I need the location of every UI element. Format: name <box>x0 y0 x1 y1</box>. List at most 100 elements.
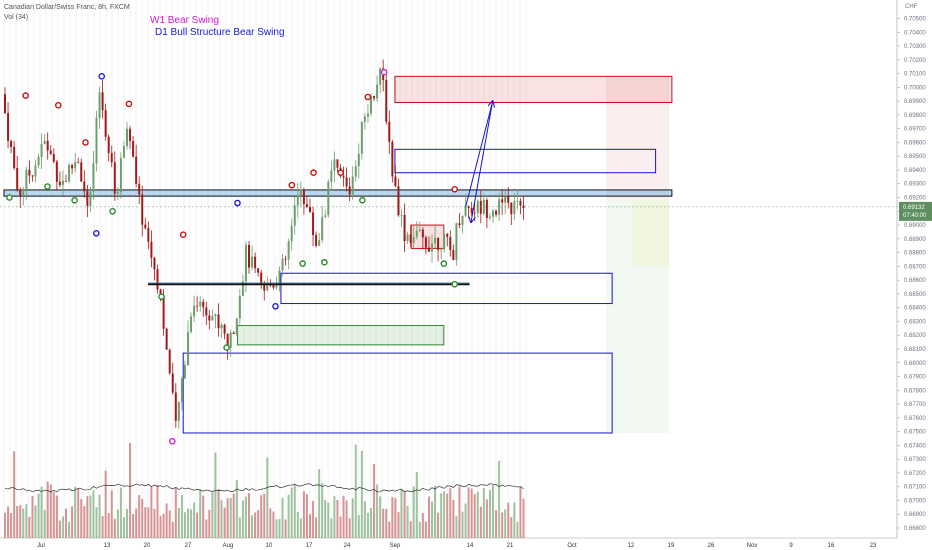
volume-bar <box>214 452 217 538</box>
volume-bar <box>284 519 287 538</box>
volume-bar <box>406 505 409 538</box>
volume-bar <box>77 488 80 538</box>
projection-arrow-0 <box>465 101 493 208</box>
price-tick-label: 0.67700 <box>904 402 926 408</box>
volume-bar <box>522 498 525 538</box>
volume-bar <box>498 460 501 538</box>
price-tick-label: 0.70400 <box>904 30 926 36</box>
candle-body <box>122 146 125 158</box>
swing-marker-high-magenta <box>380 68 388 76</box>
swing-marker-low-magenta <box>169 437 176 445</box>
volume-bar <box>116 509 119 538</box>
volume-bar <box>19 505 22 538</box>
candle-body <box>318 240 321 246</box>
candle-body <box>190 316 193 333</box>
candle-body <box>309 206 311 213</box>
swing-marker-low-green <box>440 260 448 267</box>
position-shade-yellow <box>632 200 669 267</box>
volume-bar <box>434 485 437 538</box>
vertical-gridlines <box>3 0 527 538</box>
candle-body <box>95 117 98 164</box>
volume-bar <box>449 488 452 538</box>
volume-bar <box>488 489 491 538</box>
volume-bar <box>177 507 180 538</box>
candle-body <box>58 181 61 186</box>
volume-bar <box>244 496 247 538</box>
volume-bar <box>391 497 394 538</box>
volume-bar <box>299 518 302 538</box>
candle-body <box>214 314 217 317</box>
volume-bar <box>98 494 101 538</box>
volume-bar <box>147 507 150 538</box>
volume-bar <box>180 495 183 538</box>
volume-bar <box>46 481 49 538</box>
candle-body <box>403 214 406 242</box>
volume-bar <box>208 509 211 538</box>
candle-body <box>324 215 327 217</box>
candle-body <box>495 210 498 215</box>
volume-bar <box>345 500 348 538</box>
volume-bar <box>168 510 171 538</box>
candle-body <box>519 200 522 206</box>
swing-marker-high-red <box>288 181 296 189</box>
volume-bar <box>144 507 147 538</box>
candle-body <box>68 164 71 182</box>
volume-bar <box>482 488 485 538</box>
volume-bar <box>510 517 513 538</box>
candle-body <box>302 189 305 205</box>
candle-body <box>187 332 189 365</box>
time-tick-label: 27 <box>185 543 192 549</box>
candle-body <box>199 301 202 307</box>
swing-marker-high-red <box>337 169 344 177</box>
volume-bar <box>336 499 339 538</box>
price-tick-label: 0.69600 <box>904 140 926 146</box>
currency-label: CHF <box>905 4 918 10</box>
price-tick-label: 0.67000 <box>904 498 926 504</box>
volume-bar <box>479 506 482 538</box>
price-tick-label: 0.67800 <box>904 388 926 394</box>
candle-body <box>263 284 266 291</box>
candle-body <box>266 283 269 291</box>
price-tick-label: 0.68400 <box>904 306 926 312</box>
volume-bar <box>174 487 177 538</box>
candle-body <box>370 96 372 114</box>
volume-bar <box>385 508 388 538</box>
price-tick-label: 0.67300 <box>904 457 926 463</box>
drawn-lines <box>148 101 493 286</box>
time-tick-label: 13 <box>104 543 111 549</box>
price-tick-label: 0.70200 <box>904 58 926 64</box>
volume-bar <box>363 501 366 538</box>
candle-body <box>61 180 64 186</box>
candle-body <box>208 315 211 321</box>
swing-marker-high-red <box>451 185 458 193</box>
volume-bar <box>418 521 421 538</box>
candle-body <box>409 234 412 243</box>
volume-bar <box>49 484 52 538</box>
volume-bar <box>424 521 427 538</box>
volume-bar <box>263 493 266 538</box>
candle-body <box>418 229 421 231</box>
price-tick-label: 0.69400 <box>904 168 926 174</box>
volume-bar <box>519 486 522 538</box>
candle-body <box>315 235 318 246</box>
volume-bar <box>473 494 476 538</box>
volume-bar <box>330 518 333 538</box>
candle-body <box>177 402 180 421</box>
time-tick-label: Nov <box>747 543 758 549</box>
price-tick-label: 0.69900 <box>904 99 926 105</box>
candle-body <box>196 305 199 307</box>
volume-bar <box>95 507 98 538</box>
candle-body <box>461 215 464 226</box>
price-tick-label: 0.69200 <box>904 196 926 202</box>
time-tick-label: 23 <box>870 543 877 549</box>
swing-marker-low-green <box>451 280 458 288</box>
price-tick-label: 0.68700 <box>904 264 926 270</box>
volume-bar <box>403 490 406 538</box>
price-tick-label: 0.69700 <box>904 127 926 133</box>
position-shade-red <box>606 76 669 201</box>
volume-bar <box>461 511 464 538</box>
candle-body <box>71 164 74 169</box>
volume-bar <box>229 497 232 538</box>
candle-body <box>507 196 510 203</box>
